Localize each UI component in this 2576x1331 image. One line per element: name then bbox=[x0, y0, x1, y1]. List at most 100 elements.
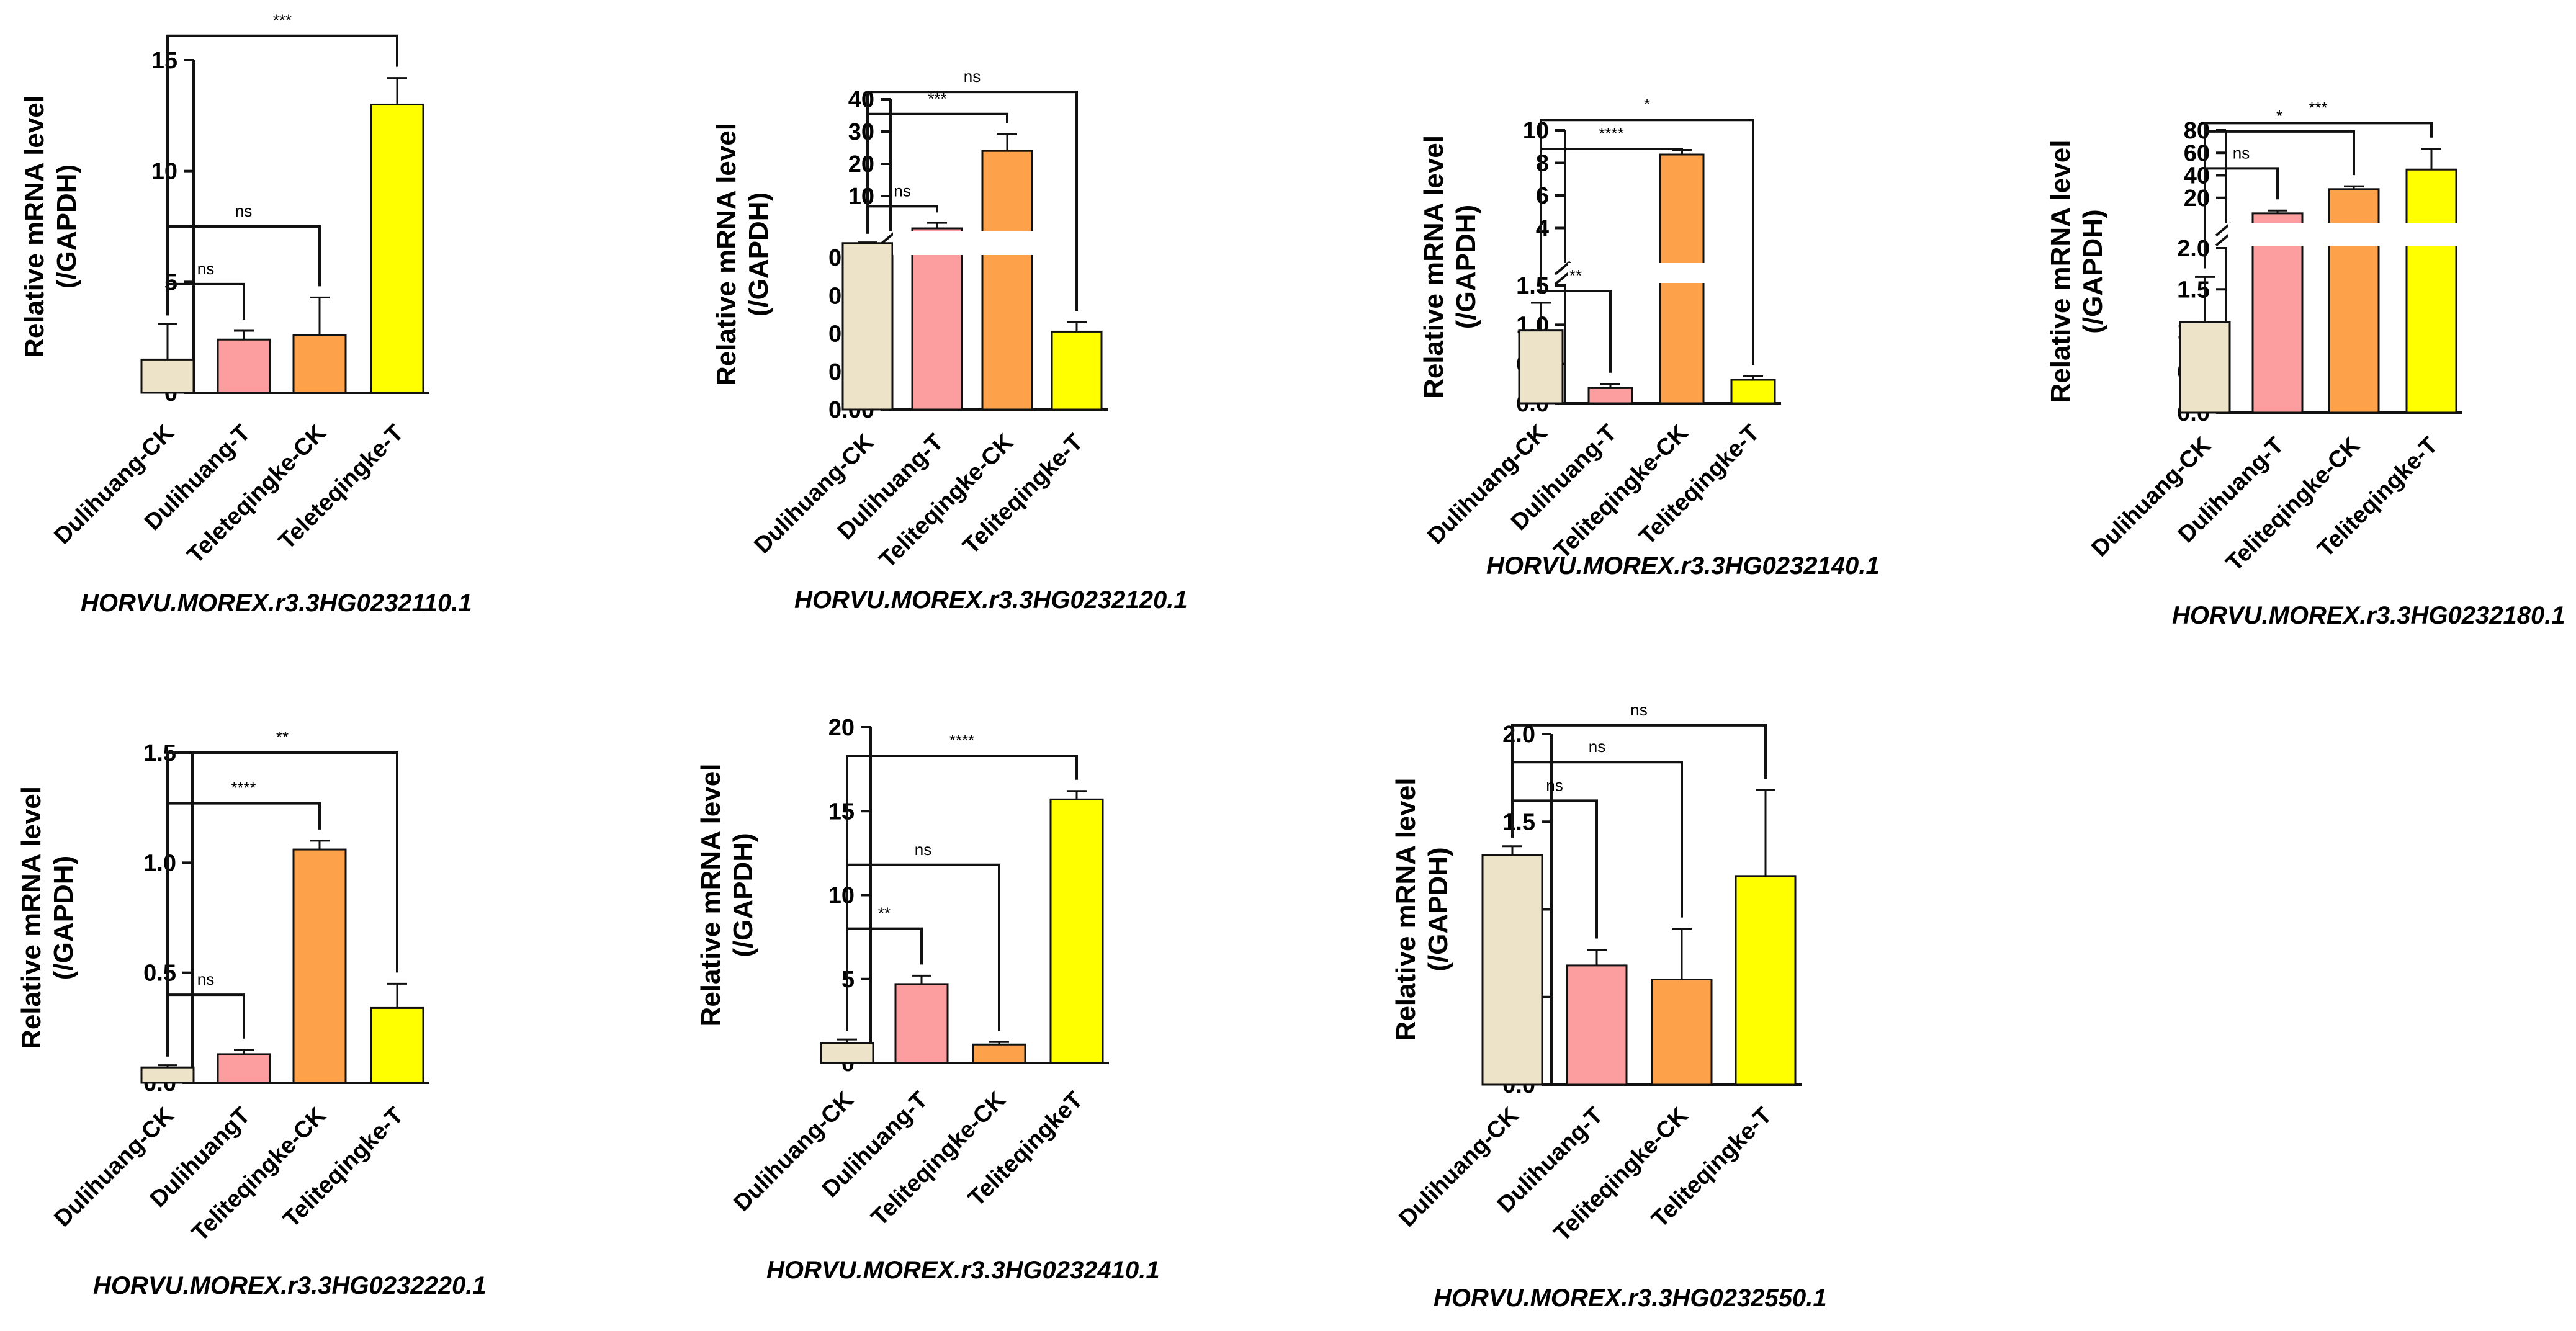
y-tick-label: 0.5 bbox=[143, 961, 176, 987]
y-tick-label: 20 bbox=[828, 715, 855, 741]
significance-bracket bbox=[1540, 119, 1754, 365]
category-label: Teliteqingke-T bbox=[1635, 420, 1765, 550]
chart-panel-6: 05101520**ns****Dulihuang-CKDulihuang-TT… bbox=[696, 715, 1160, 1284]
significance-label: **** bbox=[949, 731, 974, 750]
category-label: Teliteqingke-T bbox=[958, 429, 1088, 560]
bar-Teliteqingke-T bbox=[1730, 379, 1776, 405]
category-label: Teleteqingke-CK bbox=[182, 419, 331, 568]
significance-label: ** bbox=[276, 728, 289, 746]
bar-Teliteqingke-T bbox=[370, 1006, 424, 1084]
gene-caption: HORVU.MOREX.r3.3HG0232120.1 bbox=[794, 586, 1188, 614]
bar-Dulihuang-CK bbox=[841, 242, 894, 411]
significance-label: ** bbox=[878, 904, 891, 923]
gene-caption: HORVU.MOREX.r3.3HG0232110.1 bbox=[81, 589, 472, 617]
significance-label: * bbox=[1644, 95, 1650, 114]
bar-Teliteqingke-CK bbox=[972, 1043, 1026, 1064]
y-axis-title: Relative mRNA level bbox=[19, 95, 50, 358]
bar-Teliteqingke-T bbox=[1735, 875, 1797, 1086]
bar-Dulihuang-T bbox=[1566, 964, 1628, 1086]
y-axis-title: (/GAPDH) bbox=[2078, 209, 2108, 333]
y-tick-label: 1.5 bbox=[1502, 809, 1535, 835]
significance-bracket bbox=[1511, 724, 1767, 838]
y-tick-label: 6 bbox=[1536, 183, 1549, 209]
chart-panel-1: 051015nsns***Dulihuang-CKDulihuang-TTele… bbox=[19, 11, 472, 617]
y-tick-label: 10 bbox=[1523, 118, 1549, 144]
gene-caption: HORVU.MOREX.r3.3HG0232140.1 bbox=[1486, 552, 1880, 580]
significance-label: ns bbox=[1589, 737, 1605, 756]
category-label: Dulihuang-CK bbox=[50, 1102, 179, 1232]
bar-Teliteqingke-CK bbox=[1651, 979, 1713, 1086]
y-axis-title: (/GAPDH) bbox=[728, 833, 758, 957]
y-tick-label: 1.0 bbox=[143, 850, 176, 876]
bar-Dulihuang-CK bbox=[140, 1066, 195, 1084]
bar-Dulihuang-T bbox=[894, 983, 949, 1064]
category-label: Teliteqingke-CK bbox=[187, 1102, 331, 1247]
significance-label: ns bbox=[894, 181, 910, 200]
significance-bracket bbox=[166, 751, 398, 1057]
bar-Teleteqingke-T bbox=[370, 103, 424, 394]
chart-panel-4: 0.00.51.01.52.020406080ns****Dulihuang-C… bbox=[2045, 98, 2565, 629]
significance-label: *** bbox=[2309, 98, 2327, 117]
significance-bracket bbox=[166, 34, 398, 316]
chart-panel-2: 0.000.020.040.060.0810203040ns***nsDulih… bbox=[711, 67, 1188, 614]
y-axis-title: Relative mRNA level bbox=[16, 786, 47, 1049]
y-axis-title: (/GAPDH) bbox=[1423, 847, 1453, 971]
y-axis-title: (/GAPDH) bbox=[743, 192, 774, 316]
category-label: Teliteqingke-CK bbox=[1549, 419, 1694, 564]
significance-label: **** bbox=[1599, 124, 1623, 143]
chart-panel-7: 0.00.51.01.52.0nsnsnsDulihuang-CKDulihua… bbox=[1391, 701, 1827, 1312]
significance-bracket bbox=[166, 993, 245, 1057]
significance-bracket bbox=[846, 754, 1078, 1031]
bar-Teliteqingke-CK bbox=[2328, 188, 2380, 414]
significance-label: *** bbox=[273, 11, 292, 30]
y-tick-label: 8 bbox=[1536, 151, 1549, 177]
significance-bracket bbox=[166, 282, 245, 320]
y-tick-label: 15 bbox=[151, 48, 177, 74]
significance-bracket bbox=[866, 91, 1078, 311]
significance-label: **** bbox=[231, 779, 256, 797]
bar-Teliteqingke-CK bbox=[292, 848, 347, 1084]
y-axis-title: Relative mRNA level bbox=[1391, 778, 1421, 1041]
axis-break-gap bbox=[893, 231, 1110, 255]
category-label: Dulihuang-CK bbox=[750, 429, 879, 558]
bar-Dulihuang-T bbox=[217, 338, 271, 394]
bar-DulihuangT bbox=[217, 1053, 271, 1084]
significance-label: ns bbox=[1546, 776, 1563, 794]
significance-label: ** bbox=[1569, 266, 1582, 285]
y-tick-label: 15 bbox=[828, 799, 855, 825]
significance-label: ns bbox=[197, 970, 214, 988]
bar-Teliteqingke-T bbox=[2405, 168, 2457, 414]
gene-caption: HORVU.MOREX.r3.3HG0232180.1 bbox=[2172, 602, 2565, 629]
significance-label: ns bbox=[964, 67, 981, 86]
y-axis-title: (/GAPDH) bbox=[52, 164, 82, 289]
bar-Dulihuang-CK bbox=[820, 1042, 874, 1064]
category-label: Teliteqingke-CK bbox=[2221, 432, 2366, 576]
y-tick-label: 30 bbox=[848, 119, 874, 145]
y-axis-title: Relative mRNA level bbox=[711, 123, 742, 386]
significance-label: ns bbox=[1630, 701, 1647, 719]
bar-Dulihuang-CK bbox=[1518, 329, 1564, 405]
bar-Teliteqingke-CK bbox=[981, 150, 1033, 411]
bar-Teliteqingke-T bbox=[1051, 330, 1103, 411]
gene-caption: HORVU.MOREX.r3.3HG0232410.1 bbox=[766, 1257, 1160, 1284]
y-tick-label: 1.5 bbox=[1516, 273, 1549, 299]
gene-caption: HORVU.MOREX.r3.3HG0232220.1 bbox=[93, 1272, 487, 1299]
axis-break-gap bbox=[1568, 263, 1784, 283]
y-tick-label: 20 bbox=[848, 151, 874, 177]
significance-label: ns bbox=[197, 259, 214, 278]
bar-Dulihuang-CK bbox=[2179, 321, 2231, 414]
gene-caption: HORVU.MOREX.r3.3HG0232550.1 bbox=[1434, 1284, 1827, 1312]
significance-bracket bbox=[2204, 122, 2433, 269]
bar-Dulihuang-T bbox=[1587, 387, 1633, 405]
y-tick-label: 10 bbox=[151, 159, 177, 185]
significance-label: ns bbox=[915, 840, 931, 859]
significance-label: * bbox=[2276, 107, 2282, 125]
category-label: Dulihuang-CK bbox=[1423, 419, 1553, 549]
y-tick-label: 4 bbox=[1536, 216, 1549, 242]
y-axis-title: Relative mRNA level bbox=[1419, 135, 1449, 398]
y-axis-title: Relative mRNA level bbox=[696, 764, 726, 1027]
bar-Dulihuang-T bbox=[2251, 212, 2304, 414]
y-axis-title: (/GAPDH) bbox=[1451, 205, 1481, 329]
bar-Dulihuang-T bbox=[911, 227, 963, 411]
